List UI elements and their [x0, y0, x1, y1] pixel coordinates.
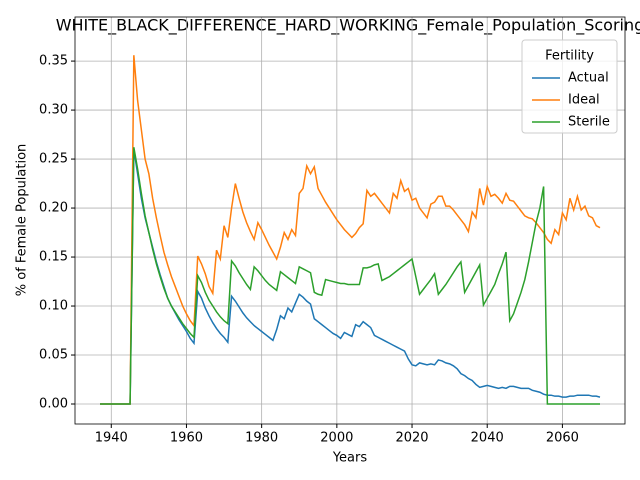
legend-label: Ideal [568, 93, 600, 108]
legend-box [521, 39, 618, 134]
y-tick-label: 0.25 [39, 152, 68, 167]
legend-label: Sterile [568, 115, 610, 130]
y-tick-label: 0.05 [39, 348, 68, 363]
x-tick-label: 1940 [95, 431, 128, 446]
y-tick-label: 0.35 [39, 54, 68, 69]
y-tick-label: 0.00 [39, 397, 68, 412]
chart-title: WHITE_BLACK_DIFFERENCE_HARD_WORKING_Fema… [56, 16, 640, 36]
y-tick-label: 0.30 [39, 103, 68, 118]
series-line [100, 55, 601, 405]
x-tick-label: 2000 [320, 431, 353, 446]
x-tick-label: 2040 [471, 431, 504, 446]
y-tick-label: 0.20 [39, 201, 68, 216]
x-tick-label: 2020 [395, 431, 428, 446]
y-axis-label: % of Female Population [15, 144, 30, 297]
legend-label: Actual [568, 71, 609, 86]
series-line [100, 149, 601, 405]
x-tick-label: 1960 [170, 431, 203, 446]
y-tick-label: 0.15 [39, 250, 68, 265]
y-tick-label: 0.10 [39, 299, 68, 314]
x-tick-label: 1980 [245, 431, 278, 446]
series-line [100, 147, 600, 405]
legend-title: Fertility [545, 49, 594, 64]
plot-frame [74, 16, 626, 425]
x-axis-label: Years [332, 451, 368, 466]
x-tick-label: 2060 [546, 431, 579, 446]
